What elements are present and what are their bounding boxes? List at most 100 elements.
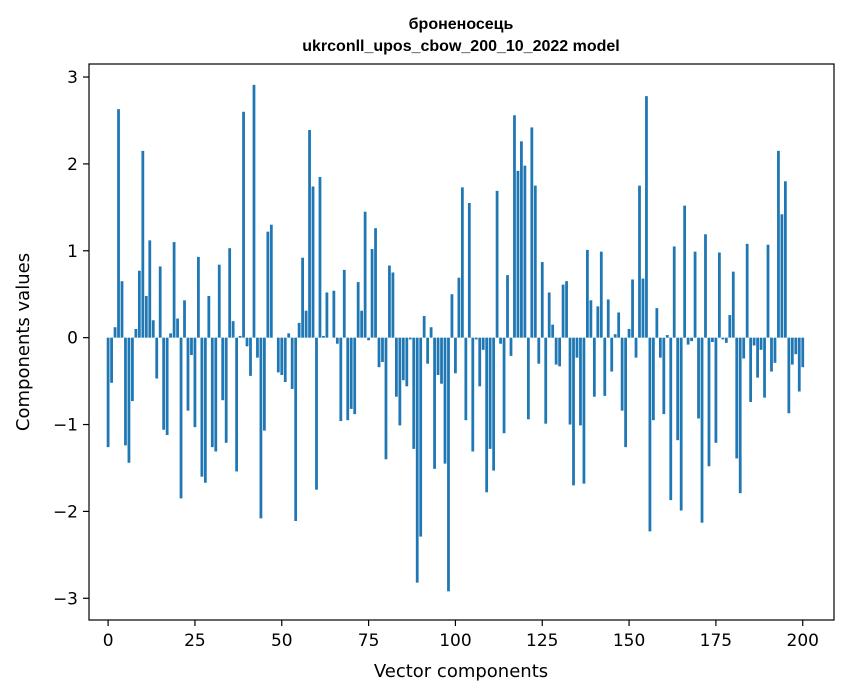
bar-33 <box>221 337 225 401</box>
bar-103 <box>464 337 468 421</box>
bar-13 <box>151 320 155 338</box>
bar-44 <box>259 337 263 519</box>
bar-15 <box>158 266 162 338</box>
bar-125 <box>540 262 544 338</box>
bar-132 <box>565 281 568 338</box>
bar-60 <box>315 337 318 490</box>
bar-79 <box>381 337 384 362</box>
bar-63 <box>325 292 329 338</box>
bar-23 <box>186 337 190 411</box>
bar-190 <box>766 244 770 338</box>
bar-73 <box>360 310 364 338</box>
bar-178 <box>724 337 728 343</box>
bar-56 <box>301 257 304 338</box>
bar-20 <box>176 318 179 338</box>
bar-43 <box>256 337 259 358</box>
x-tick-label-75: 75 <box>358 631 380 651</box>
bar-154 <box>641 278 645 338</box>
bar-8 <box>134 328 138 338</box>
bar-81 <box>388 265 391 338</box>
y-tick-label-1: 1 <box>67 242 78 262</box>
bar-140 <box>592 337 596 397</box>
bar-35 <box>228 248 232 338</box>
bar-148 <box>620 337 624 411</box>
bar-180 <box>731 271 735 338</box>
bar-75 <box>367 337 370 341</box>
bar-31 <box>214 337 218 452</box>
y-tick-label--2: −2 <box>53 502 78 522</box>
bar-36 <box>231 321 235 338</box>
bar-192 <box>773 337 777 363</box>
y-tick-label-0: 0 <box>67 329 78 349</box>
bar-84 <box>398 337 402 426</box>
bar-27 <box>200 337 204 477</box>
bar-167 <box>686 337 690 345</box>
bar-2 <box>113 327 117 338</box>
bar-30 <box>210 337 214 448</box>
bar-93 <box>429 327 433 338</box>
bar-184 <box>745 243 749 338</box>
bar-85 <box>401 337 405 381</box>
bar-160 <box>662 337 666 415</box>
bar-5 <box>124 337 127 446</box>
bar-22 <box>183 300 186 338</box>
bar-57 <box>304 310 308 338</box>
x-tick-label-50: 50 <box>271 631 293 651</box>
bar-74 <box>363 211 367 338</box>
bar-115 <box>506 275 509 338</box>
bar-92 <box>426 337 430 364</box>
bar-40 <box>245 337 249 347</box>
bar-177 <box>721 337 725 340</box>
bar-86 <box>405 337 409 387</box>
bar-111 <box>492 337 496 471</box>
bar-70 <box>349 337 353 409</box>
bar-11 <box>144 295 148 338</box>
y-tick-label-2: 2 <box>67 155 78 175</box>
bar-137 <box>582 337 586 484</box>
bar-62 <box>322 335 325 338</box>
bar-102 <box>460 187 464 338</box>
bar-188 <box>759 337 763 350</box>
x-tick-label-150: 150 <box>613 631 645 651</box>
bar-53 <box>290 337 294 389</box>
bar-34 <box>224 337 228 443</box>
bar-128 <box>551 324 555 338</box>
bar-168 <box>690 337 693 342</box>
bar-108 <box>481 337 485 350</box>
chart-title-line2: ukrconll_upos_cbow_200_10_2022 model <box>302 38 619 55</box>
bar-150 <box>627 328 631 338</box>
bar-163 <box>672 246 676 338</box>
bars-group <box>106 84 805 592</box>
bar-129 <box>554 337 558 365</box>
bar-138 <box>586 249 589 338</box>
bar-26 <box>197 256 200 338</box>
bar-106 <box>474 337 478 340</box>
x-axis-label: Vector components <box>374 661 548 682</box>
bar-59 <box>311 186 315 338</box>
bar-151 <box>631 279 634 338</box>
y-tick-label-3: 3 <box>67 68 78 88</box>
bar-182 <box>738 337 742 494</box>
bar-47 <box>269 224 273 338</box>
bar-164 <box>676 337 680 441</box>
bar-198 <box>794 337 798 355</box>
bar-197 <box>790 337 794 365</box>
bar-196 <box>787 337 791 414</box>
bar-46 <box>266 231 270 338</box>
bar-38 <box>238 335 242 338</box>
bar-149 <box>624 337 627 448</box>
bar-109 <box>485 337 489 493</box>
x-tick-label-200: 200 <box>787 631 819 651</box>
bar-32 <box>217 264 221 338</box>
bar-45 <box>263 337 266 431</box>
bar-25 <box>193 337 197 428</box>
bar-61 <box>318 176 322 338</box>
bar-116 <box>509 337 513 356</box>
bar-147 <box>617 312 621 338</box>
bar-121 <box>526 337 530 420</box>
bar-117 <box>513 115 516 338</box>
bar-143 <box>603 337 607 396</box>
bar-105 <box>471 337 475 452</box>
bar-24 <box>190 337 193 356</box>
bar-41 <box>249 337 252 376</box>
